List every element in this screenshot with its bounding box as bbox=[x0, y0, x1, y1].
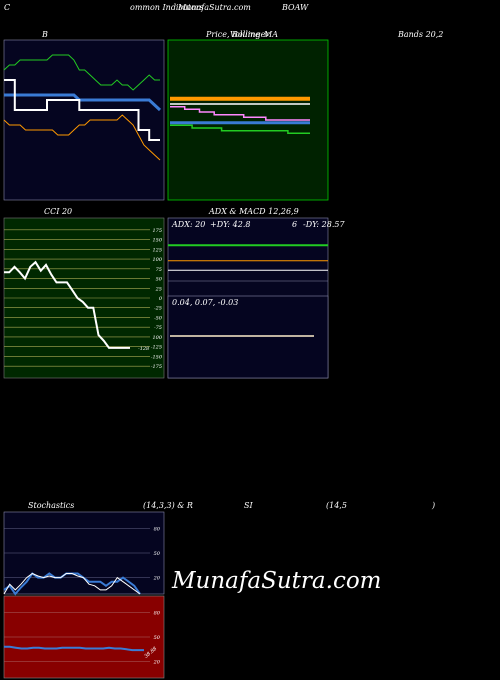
macd-subpanel bbox=[167, 295, 329, 379]
cci-tick-label: -175 bbox=[151, 364, 162, 370]
stoch-tick-label: 80 bbox=[154, 526, 161, 532]
stoch-tick-label: 20 bbox=[153, 576, 161, 582]
mdi-label-a: 6 bbox=[292, 220, 297, 229]
header-indicators: ommon Indicators bbox=[130, 3, 204, 12]
cci-tick-label: 100 bbox=[152, 257, 162, 263]
bb-title: B bbox=[42, 30, 48, 39]
rsi-close: ) bbox=[432, 501, 436, 510]
bollinger-panel bbox=[3, 39, 165, 201]
cci-title: CCI 20 bbox=[44, 207, 73, 216]
header-symbol: BOAW bbox=[282, 3, 309, 12]
rsi-params: (14,5 bbox=[326, 501, 347, 510]
rsi-tick-label: 20 bbox=[153, 660, 161, 666]
mdi-label-b: -DY: 28.57 bbox=[303, 220, 345, 229]
stoch-line-1 bbox=[3, 572, 141, 595]
cci-tick-label: 50 bbox=[156, 277, 163, 283]
price-title-d: MA bbox=[264, 30, 278, 39]
stoch-tick-label: 50 bbox=[154, 551, 161, 557]
bollinger-middle-line bbox=[4, 93, 162, 112]
cci-tick-label: -50 bbox=[154, 315, 163, 321]
cci-tick-label: 0 bbox=[159, 296, 163, 302]
watermark: MunafaSutra.com bbox=[172, 568, 382, 594]
cci-tick-label: 100 bbox=[152, 335, 162, 341]
adx-label: ADX: 20 bbox=[171, 220, 205, 229]
adx-macd-title: ADX & MACD 12,26,9 bbox=[209, 207, 299, 216]
stoch-params: (14,3,3) & R bbox=[143, 501, 193, 510]
cci-tick-label: 125 bbox=[152, 247, 162, 253]
bollinger-lower-line bbox=[3, 114, 161, 161]
rsi-title: SI bbox=[244, 501, 253, 510]
rsi-line bbox=[4, 645, 144, 652]
stoch-title: Stochastics bbox=[28, 501, 75, 510]
price-ma-line-2 bbox=[170, 105, 310, 121]
header-left: C bbox=[4, 3, 11, 12]
price-ma-line-4 bbox=[170, 124, 310, 135]
cci-last-value: -128 bbox=[138, 346, 149, 352]
rsi-tick-label: 50 bbox=[154, 635, 161, 641]
cci-tick-label: 175 bbox=[152, 228, 162, 234]
header-site: MunafaSutra.com bbox=[178, 3, 251, 12]
price-title-c: Bollinger bbox=[232, 30, 270, 39]
cci-tick-label: 25 bbox=[155, 286, 162, 292]
cci-tick-label: 75 bbox=[156, 267, 162, 273]
pdi-label: +DY: 42.8 bbox=[210, 220, 250, 229]
macd-label: 0.04, 0.07, -0.03 bbox=[172, 298, 238, 307]
price-title-b: Volume bbox=[230, 30, 260, 39]
price-title-a: Price, bbox=[206, 30, 230, 39]
cci-tick-label: -75 bbox=[154, 325, 162, 331]
cci-tick-label: -125 bbox=[151, 345, 162, 351]
cci-tick-label: 150 bbox=[152, 238, 162, 244]
rsi-tick-label: 80 bbox=[154, 610, 161, 616]
bollinger-price-line bbox=[4, 79, 160, 141]
bands-title: Bands 20,2 bbox=[398, 30, 444, 39]
bollinger-upper-line bbox=[3, 54, 160, 91]
cci-tick-label: -25 bbox=[154, 306, 162, 312]
cci-line bbox=[4, 260, 130, 349]
cci-tick-label: -150 bbox=[151, 354, 163, 360]
